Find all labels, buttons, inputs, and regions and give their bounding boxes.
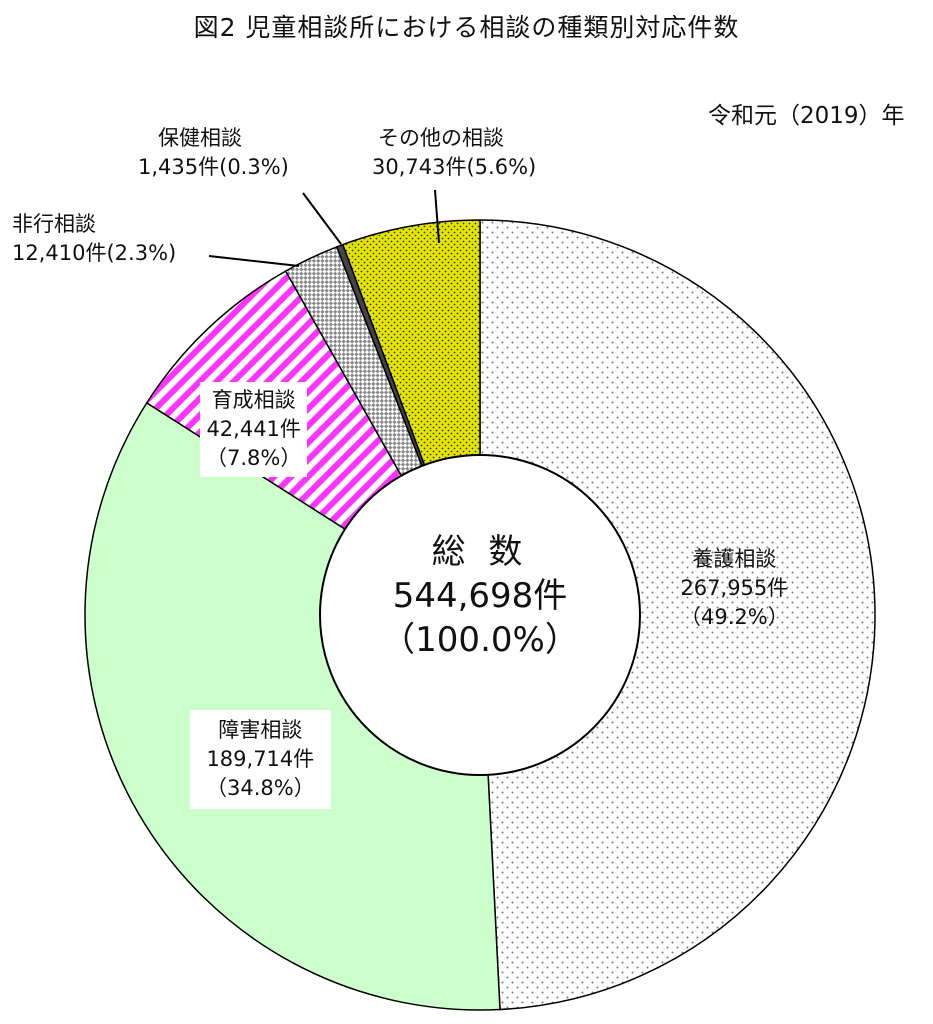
label-sonota: その他の相談 30,743件(5.6%) (372, 124, 536, 182)
chart-subtitle-year: 令和元（2019）年 (708, 103, 905, 129)
label-hikou-name: 非行相談 (12, 212, 96, 236)
slice-yougo (479, 219, 876, 1011)
label-shougai-count: 189,714件 (206, 747, 315, 771)
label-hikou: 非行相談 12,410件(2.3%) (12, 210, 176, 268)
label-shougai-name: 障害相談 (218, 718, 303, 742)
label-hikou-pct: (2.3%) (106, 241, 177, 265)
leader-line-hikou (208, 255, 300, 267)
leader-line-hoken (302, 192, 342, 245)
label-yougo: 養護相談 267,955件 （49.2%） (680, 545, 789, 632)
label-hoken-pct: (0.3%) (219, 155, 289, 179)
label-ikusei: 育成相談 42,441件 （7.8%） (200, 382, 308, 477)
center-total-pct: （100.0%） (381, 620, 579, 660)
label-ikusei-name: 育成相談 (211, 388, 296, 412)
label-hoken: 保健相談 1,435件(0.3%) (138, 124, 289, 182)
donut-center-label: 総 数 544,698件 （100.0%） (330, 530, 630, 662)
label-sonota-name: その他の相談 (378, 126, 504, 150)
label-sonota-pct: (5.6%) (466, 155, 537, 179)
label-hoken-count: 1,435件 (138, 155, 220, 179)
label-yougo-pct: （49.2%） (680, 605, 789, 629)
slice-shougai (84, 401, 501, 1011)
leader-line-sonota (434, 189, 440, 244)
label-sonota-count: 30,743件 (372, 155, 467, 179)
label-hoken-name: 保健相談 (158, 126, 242, 150)
chart-title: 図2 児童相談所における相談の種類別対応件数 (193, 13, 740, 42)
label-hikou-count: 12,410件 (12, 241, 107, 265)
label-shougai: 障害相談 189,714件 （34.8%） (190, 710, 331, 809)
label-shougai-pct: （34.8%） (206, 776, 315, 800)
label-ikusei-pct: （7.8%） (206, 446, 302, 470)
donut-hole (319, 454, 641, 776)
center-total-name: 総 数 (431, 532, 529, 572)
label-yougo-name: 養護相談 (692, 547, 777, 571)
center-total-count: 544,698件 (392, 576, 568, 616)
label-yougo-count: 267,955件 (680, 576, 789, 600)
label-ikusei-count: 42,441件 (206, 417, 301, 441)
